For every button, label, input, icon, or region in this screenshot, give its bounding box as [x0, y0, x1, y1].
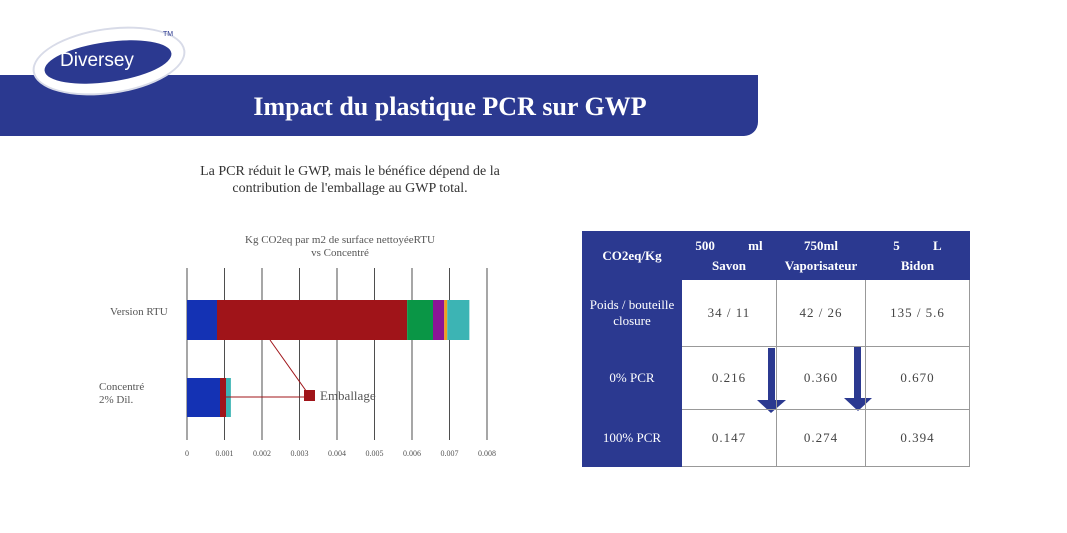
x-tick-label: 0.008: [478, 449, 496, 458]
slide-title: Impact du plastique PCR sur GWP: [253, 92, 647, 121]
x-tick-label: 0.001: [216, 449, 234, 458]
bar-segment: [447, 300, 470, 340]
x-tick-label: 0.007: [441, 449, 459, 458]
table-cell: 135 / 5.6: [865, 279, 970, 347]
table-cell: 500 ml Savon: [681, 231, 777, 280]
bar-segment: [220, 378, 226, 417]
table-cell: 0.360: [776, 346, 866, 410]
chart-title-box: Kg CO2eq par m2 de surface nettoyéeRTU v…: [245, 234, 435, 259]
table-cell: 0% PCR: [582, 346, 682, 410]
bar-segment: [217, 300, 408, 340]
legend-label: Emballage: [320, 388, 376, 403]
table-cell: 42 / 26: [776, 279, 866, 347]
table-cell: Poids / bouteille closure: [582, 279, 682, 347]
x-tick-label: 0.002: [253, 449, 271, 458]
x-tick-label: 0.003: [291, 449, 309, 458]
table-cell: 0.274: [776, 409, 866, 467]
subtitle: La PCR réduit le GWP, mais le bénéfice d…: [200, 164, 500, 196]
x-tick-label: 0.004: [328, 449, 346, 458]
table-cell: 0.147: [681, 409, 777, 467]
table-cell: 0.216: [681, 346, 777, 410]
bar-segment: [444, 300, 448, 340]
bar-segment: [433, 300, 445, 340]
logo-text: Diversey: [60, 50, 134, 71]
table-row: 0% PCR 0.216 0.360 0.670: [582, 346, 970, 410]
table-cell: 100% PCR: [582, 409, 682, 467]
category-label: Version RTU: [110, 306, 168, 318]
category-label: Concentré 2% Dil.: [99, 381, 145, 406]
header-row: CO2eq/Kg 500 ml Savon 750ml Vaporisateur 5 …: [582, 231, 970, 280]
callout-line: [269, 339, 310, 396]
x-tick-label: 0: [185, 449, 189, 458]
table-cell: 5 L Bidon: [865, 231, 970, 280]
x-tick-label: 0.006: [403, 449, 421, 458]
table: CO2eq/Kg 500 ml Savon 750ml Vaporisateur 5 …: [582, 231, 970, 467]
chart-title: Kg CO2eq par m2 de surface nettoyéeRTU v…: [245, 234, 435, 259]
trademark: TM: [163, 31, 174, 38]
table-row: Poids / bouteille closure 34 / 11 42 / 26 1…: [582, 279, 970, 347]
table-row: 100% PCR 0.147 0.274 0.394: [582, 409, 970, 467]
table-cell: 34 / 11: [681, 279, 777, 347]
table-cell: 0.394: [865, 409, 970, 467]
table-cell: 750ml Vaporisateur: [776, 231, 866, 280]
table-cell: 0.670: [865, 346, 970, 410]
table-cell: CO2eq/Kg: [582, 231, 682, 280]
bar-segment: [407, 300, 433, 340]
x-tick-label: 0.005: [366, 449, 384, 458]
bar-segment: [187, 378, 220, 417]
legend-swatch: [304, 390, 315, 401]
bar-segment: [187, 300, 217, 340]
